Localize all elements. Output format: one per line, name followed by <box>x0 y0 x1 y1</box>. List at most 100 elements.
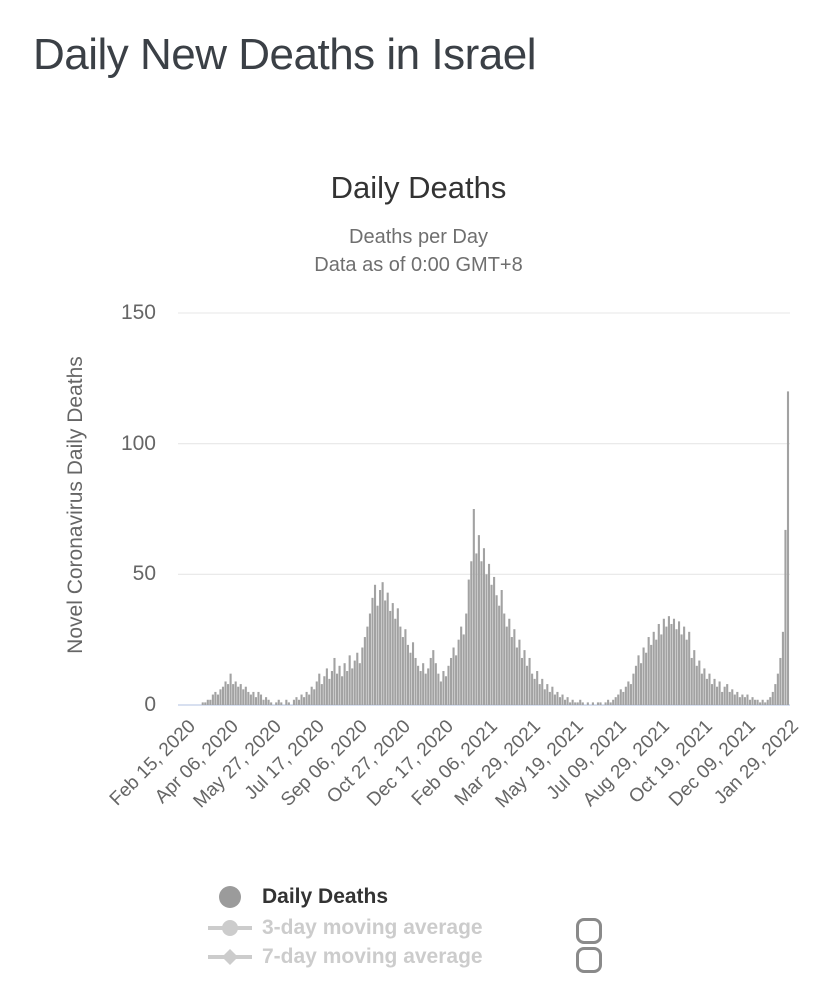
daily-deaths-bar[interactable] <box>328 678 331 705</box>
daily-deaths-bar[interactable] <box>308 694 311 705</box>
daily-deaths-bar[interactable] <box>363 637 366 705</box>
daily-deaths-bar[interactable] <box>528 657 531 705</box>
daily-deaths-bar[interactable] <box>703 668 706 705</box>
daily-deaths-bar[interactable] <box>358 663 361 705</box>
daily-deaths-bar[interactable] <box>685 639 688 705</box>
legend-item-7day-moving-average[interactable]: 7-day moving average <box>206 942 483 972</box>
daily-deaths-bar[interactable] <box>303 697 306 705</box>
daily-deaths-bar[interactable] <box>249 694 252 705</box>
daily-deaths-bar[interactable] <box>513 629 516 705</box>
daily-deaths-bar[interactable] <box>558 697 562 705</box>
daily-deaths-bar[interactable] <box>201 702 204 705</box>
daily-deaths-bar[interactable] <box>343 663 346 705</box>
daily-deaths-bar[interactable] <box>265 697 268 705</box>
daily-deaths-bar[interactable] <box>424 673 427 705</box>
daily-deaths-bar[interactable] <box>379 590 382 705</box>
daily-deaths-bar[interactable] <box>695 665 698 705</box>
daily-deaths-bar[interactable] <box>295 697 298 705</box>
daily-deaths-bar[interactable] <box>533 678 536 705</box>
daily-deaths-bar[interactable] <box>551 686 554 705</box>
daily-deaths-bar[interactable] <box>586 702 589 705</box>
daily-deaths-bar[interactable] <box>475 553 478 705</box>
daily-deaths-bar[interactable] <box>774 684 777 705</box>
daily-deaths-bar[interactable] <box>419 671 422 705</box>
daily-deaths-bar[interactable] <box>614 697 617 705</box>
daily-deaths-bar[interactable] <box>627 681 630 705</box>
daily-deaths-bar[interactable] <box>680 634 683 705</box>
daily-deaths-bar[interactable] <box>330 671 333 705</box>
daily-deaths-bar[interactable] <box>622 691 625 705</box>
daily-deaths-bar[interactable] <box>607 699 610 705</box>
daily-deaths-bar[interactable] <box>287 702 290 705</box>
daily-deaths-bar[interactable] <box>609 702 612 705</box>
daily-deaths-bar[interactable] <box>510 637 513 705</box>
daily-deaths-bar[interactable] <box>642 647 645 705</box>
daily-deaths-bar[interactable] <box>781 631 784 705</box>
daily-deaths-bar[interactable] <box>672 618 676 705</box>
daily-deaths-bar[interactable] <box>333 657 336 705</box>
daily-deaths-bar[interactable] <box>259 694 263 705</box>
daily-deaths-bar[interactable] <box>705 678 708 705</box>
daily-deaths-bar[interactable] <box>733 694 736 705</box>
daily-deaths-bar[interactable] <box>596 702 600 705</box>
daily-deaths-bar[interactable] <box>561 694 564 705</box>
daily-deaths-bar[interactable] <box>325 668 328 705</box>
daily-deaths-bar[interactable] <box>224 681 227 705</box>
daily-deaths-bar[interactable] <box>356 652 359 705</box>
daily-deaths-bar[interactable] <box>647 637 650 705</box>
daily-deaths-bar[interactable] <box>401 637 404 705</box>
daily-deaths-bar[interactable] <box>219 689 222 705</box>
daily-deaths-bar[interactable] <box>500 590 503 705</box>
daily-deaths-bar[interactable] <box>229 673 232 705</box>
daily-deaths-bar[interactable] <box>690 657 693 705</box>
daily-deaths-bar[interactable] <box>237 686 240 705</box>
daily-deaths-bar[interactable] <box>515 647 518 705</box>
daily-deaths-bar[interactable] <box>713 678 716 705</box>
daily-deaths-bar[interactable] <box>640 663 643 705</box>
daily-deaths-bar[interactable] <box>300 694 303 705</box>
daily-deaths-bar[interactable] <box>470 561 473 705</box>
daily-deaths-bar[interactable] <box>376 605 379 705</box>
daily-deaths-bar[interactable] <box>637 655 640 705</box>
daily-deaths-bar[interactable] <box>409 652 412 705</box>
daily-deaths-bar[interactable] <box>399 626 402 705</box>
daily-deaths-bar[interactable] <box>624 686 627 705</box>
daily-deaths-bar[interactable] <box>297 699 301 705</box>
daily-deaths-bar[interactable] <box>771 691 774 705</box>
daily-deaths-bar[interactable] <box>531 673 534 705</box>
daily-deaths-bar[interactable] <box>417 665 420 705</box>
daily-deaths-bar[interactable] <box>652 631 655 705</box>
daily-deaths-bar[interactable] <box>204 702 207 705</box>
daily-deaths-bar[interactable] <box>389 610 392 705</box>
daily-deaths-bar[interactable] <box>460 626 463 705</box>
daily-deaths-bar[interactable] <box>480 561 483 705</box>
daily-deaths-bar[interactable] <box>485 574 488 705</box>
daily-deaths-bar[interactable] <box>736 691 739 705</box>
daily-deaths-bar[interactable] <box>257 691 260 705</box>
daily-deaths-bar[interactable] <box>721 691 724 705</box>
daily-deaths-bar[interactable] <box>472 509 475 705</box>
daily-deaths-bar[interactable] <box>285 699 288 705</box>
daily-deaths-bar[interactable] <box>553 694 556 705</box>
daily-deaths-bar[interactable] <box>313 689 316 705</box>
daily-deaths-bar[interactable] <box>455 655 458 705</box>
daily-deaths-bar[interactable] <box>242 689 245 705</box>
daily-deaths-bar[interactable] <box>718 681 721 705</box>
daily-deaths-bar[interactable] <box>612 699 615 705</box>
daily-deaths-bar[interactable] <box>617 694 620 705</box>
daily-deaths-bar[interactable] <box>784 529 787 705</box>
daily-deaths-bar[interactable] <box>391 603 394 705</box>
daily-deaths-bar[interactable] <box>396 608 399 705</box>
daily-deaths-bar[interactable] <box>756 699 759 705</box>
legend-item-daily-deaths[interactable]: Daily Deaths <box>206 882 388 912</box>
daily-deaths-bar[interactable] <box>280 702 283 705</box>
daily-deaths-bar[interactable] <box>731 689 734 705</box>
daily-deaths-bar[interactable] <box>748 699 752 705</box>
daily-deaths-bar[interactable] <box>776 673 779 705</box>
daily-deaths-bar[interactable] <box>214 691 217 705</box>
daily-deaths-bar[interactable] <box>746 694 749 705</box>
daily-deaths-bar[interactable] <box>315 681 318 705</box>
daily-deaths-bar[interactable] <box>292 699 295 705</box>
daily-deaths-bar[interactable] <box>657 623 660 705</box>
daily-deaths-bar[interactable] <box>447 665 450 705</box>
